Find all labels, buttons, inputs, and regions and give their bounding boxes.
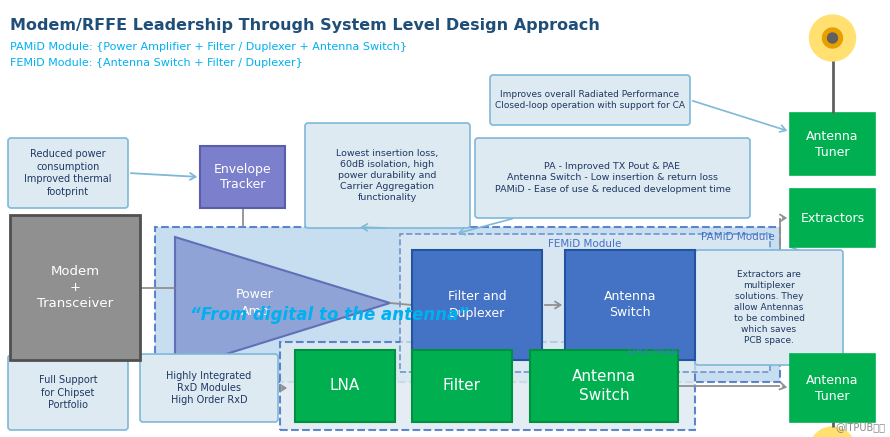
FancyBboxPatch shape bbox=[140, 354, 278, 422]
Text: FEMiD Module: FEMiD Module bbox=[548, 239, 622, 249]
Bar bbox=[155, 227, 780, 382]
Text: Lowest insertion loss,
60dB isolation, high
power durability and
Carrier Aggrega: Lowest insertion loss, 60dB isolation, h… bbox=[336, 149, 439, 202]
Text: @ITPUB博客: @ITPUB博客 bbox=[835, 422, 885, 432]
Text: Modem
+
Transceiver: Modem + Transceiver bbox=[37, 265, 113, 310]
Bar bbox=[565, 250, 695, 360]
Text: Reduced power
consumption
Improved thermal
footprint: Reduced power consumption Improved therm… bbox=[24, 149, 112, 197]
Text: FEMiD Module: {Antenna Switch + Filter / Duplexer}: FEMiD Module: {Antenna Switch + Filter /… bbox=[10, 58, 303, 68]
Bar bbox=[10, 215, 140, 360]
Bar bbox=[412, 250, 542, 360]
Text: Antenna
Switch: Antenna Switch bbox=[572, 369, 636, 403]
Text: Envelope
Tracker: Envelope Tracker bbox=[214, 163, 271, 191]
Circle shape bbox=[810, 15, 855, 61]
Text: PAMiD Module: {Power Amplifier + Filter / Duplexer + Antenna Switch}: PAMiD Module: {Power Amplifier + Filter … bbox=[10, 42, 407, 52]
FancyBboxPatch shape bbox=[475, 138, 750, 218]
Text: Filter: Filter bbox=[443, 378, 481, 393]
Bar bbox=[530, 350, 678, 422]
Bar bbox=[790, 189, 875, 247]
Text: DRx Module: DRx Module bbox=[627, 346, 690, 356]
Text: PA - Improved TX Pout & PAE
Antenna Switch - Low insertion & return loss
PAMiD -: PA - Improved TX Pout & PAE Antenna Swit… bbox=[495, 163, 731, 194]
Bar bbox=[200, 146, 285, 208]
Circle shape bbox=[828, 33, 837, 43]
Bar bbox=[280, 342, 695, 430]
Text: Improves overall Radiated Performance
Closed-loop operation with support for CA: Improves overall Radiated Performance Cl… bbox=[495, 90, 685, 110]
Bar bbox=[400, 234, 770, 372]
Text: Antenna
Switch: Antenna Switch bbox=[603, 291, 656, 319]
Text: Modem/RFFE Leadership Through System Level Design Approach: Modem/RFFE Leadership Through System Lev… bbox=[10, 18, 600, 33]
Text: Full Support
for Chipset
Portfolio: Full Support for Chipset Portfolio bbox=[38, 375, 97, 410]
Bar bbox=[295, 350, 395, 422]
Text: Extractors: Extractors bbox=[800, 212, 864, 225]
Bar bbox=[412, 350, 512, 422]
Polygon shape bbox=[175, 237, 390, 370]
FancyBboxPatch shape bbox=[695, 250, 843, 365]
Circle shape bbox=[810, 427, 855, 437]
Text: PAMiD Module: PAMiD Module bbox=[701, 232, 775, 242]
Text: Highly Integrated
RxD Modules
High Order RxD: Highly Integrated RxD Modules High Order… bbox=[166, 371, 252, 406]
FancyBboxPatch shape bbox=[8, 355, 128, 430]
FancyBboxPatch shape bbox=[8, 138, 128, 208]
Text: Antenna
Tuner: Antenna Tuner bbox=[806, 374, 859, 402]
FancyBboxPatch shape bbox=[490, 75, 690, 125]
Text: LNA: LNA bbox=[330, 378, 360, 393]
Bar bbox=[790, 354, 875, 422]
FancyBboxPatch shape bbox=[305, 123, 470, 228]
Text: “From digital to the antenna”: “From digital to the antenna” bbox=[190, 306, 470, 324]
Text: Antenna
Tuner: Antenna Tuner bbox=[806, 129, 859, 159]
Text: Power
Amp: Power Amp bbox=[236, 288, 274, 318]
Bar bbox=[790, 113, 875, 175]
Circle shape bbox=[822, 28, 843, 48]
Text: Extractors are
multiplexer
solutions. They
allow Antennas
to be combined
which s: Extractors are multiplexer solutions. Th… bbox=[733, 270, 805, 345]
Text: Filter and
Duplexer: Filter and Duplexer bbox=[448, 291, 506, 319]
